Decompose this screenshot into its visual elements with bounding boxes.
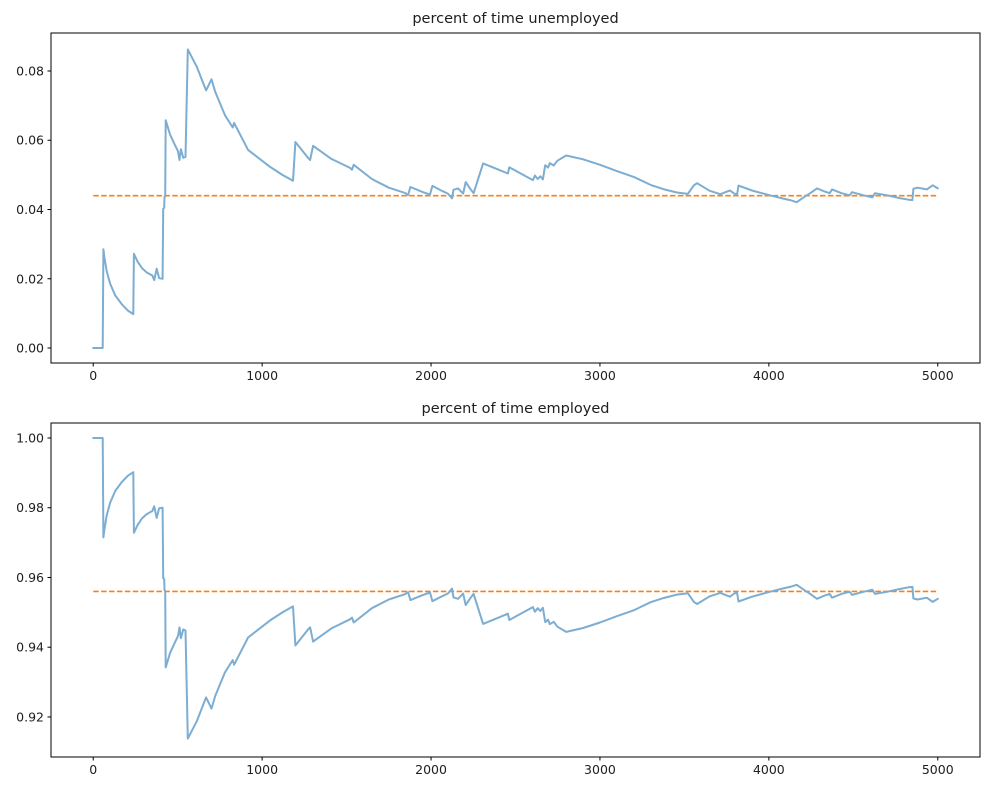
x-tick-label: 0 <box>89 762 97 777</box>
x-tick-label: 1000 <box>246 762 278 777</box>
y-tick-label: 0.96 <box>16 570 44 585</box>
chart-title: percent of time unemployed <box>412 11 618 27</box>
y-tick-label: 0.94 <box>16 640 44 655</box>
x-tick-label: 4000 <box>753 368 785 383</box>
x-tick-label: 3000 <box>584 368 616 383</box>
x-tick-label: 5000 <box>922 762 954 777</box>
employed-chart: 0 1000 2000 3000 4000 5000 0.92 0.94 0.96 0.98 1.0… <box>16 401 981 777</box>
x-tick-label: 3000 <box>584 762 616 777</box>
plot-border <box>50 32 981 364</box>
chart-title: percent of time employed <box>422 401 610 417</box>
employed-chart-series-line <box>92 437 939 740</box>
x-tick-label: 0 <box>89 368 97 383</box>
x-tick-label: 5000 <box>922 368 954 383</box>
x-tick-label: 1000 <box>246 368 278 383</box>
y-tick-label: 0.08 <box>16 63 44 78</box>
y-tick-label: 0.02 <box>16 271 44 286</box>
x-tick-label: 4000 <box>753 762 785 777</box>
unemployed-chart-series-line <box>92 48 939 349</box>
y-tick-label: 0.04 <box>16 202 44 217</box>
x-tick-label: 2000 <box>415 762 447 777</box>
y-tick-label: 0.06 <box>16 133 44 148</box>
y-tick-label: 0.92 <box>16 709 44 724</box>
plot-border <box>50 422 981 758</box>
y-tick-label: 1.00 <box>16 430 44 445</box>
unemployed-chart: 0 1000 2000 3000 4000 5000 0.00 0.02 0.04 0.06 0.0… <box>16 11 981 383</box>
y-tick-label: 0.00 <box>16 341 44 356</box>
x-tick-label: 2000 <box>415 368 447 383</box>
y-tick-label: 0.98 <box>16 500 44 515</box>
